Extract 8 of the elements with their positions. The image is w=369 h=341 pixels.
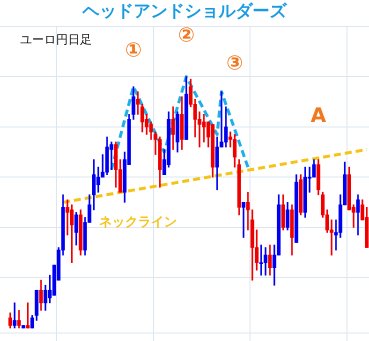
chart-subtitle: ユーロ円日足 xyxy=(20,32,92,47)
annotation: ネックライン xyxy=(98,214,177,230)
text: ① xyxy=(125,38,142,62)
candlestick xyxy=(242,202,246,238)
text: ② xyxy=(178,22,195,47)
annotation: A xyxy=(310,103,327,128)
chart-title: ヘッドアンドショルダーズ xyxy=(82,2,288,22)
text: ③ xyxy=(226,50,244,74)
